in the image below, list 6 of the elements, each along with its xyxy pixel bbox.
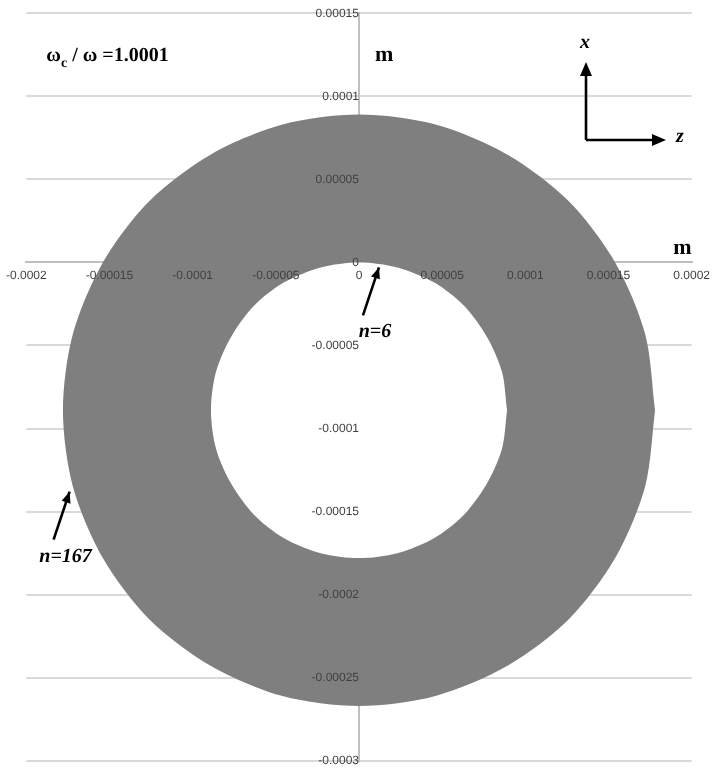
annotation: n=167: [39, 545, 94, 568]
y-axis-title: m: [375, 43, 394, 68]
x-axis-title: m: [673, 236, 692, 261]
annotation: x: [580, 32, 590, 54]
annotation: n=6: [358, 321, 392, 344]
annotation: z: [676, 126, 684, 148]
